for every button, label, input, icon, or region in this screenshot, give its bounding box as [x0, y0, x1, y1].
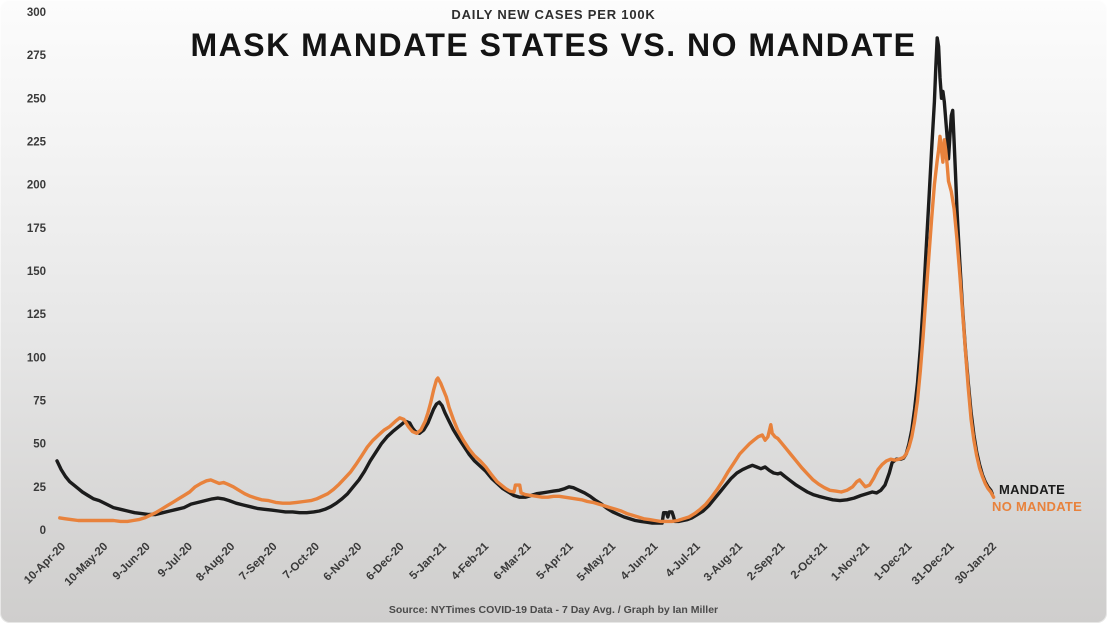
- y-axis-tick-label: 225: [27, 137, 47, 149]
- y-axis-tick-label: 150: [27, 266, 46, 278]
- x-axis-tick-label: 10-May-20: [63, 541, 111, 589]
- mandate-line: [55, 36, 994, 525]
- y-axis-tick-label: 250: [27, 93, 46, 105]
- x-axis-tick-label: 4-Feb-21: [449, 540, 491, 582]
- x-axis-tick-label: 5-Apr-21: [534, 540, 576, 582]
- x-axis-tick-label: 1-Dec-21: [872, 540, 915, 583]
- x-axis-tick-label: 2-Sep-21: [745, 540, 788, 583]
- no-mandate-line: [58, 134, 996, 524]
- x-axis-tick-label: 9-Jul-20: [156, 541, 195, 580]
- x-axis-tick-label: 6-Dec-20: [364, 541, 406, 583]
- legend-no-mandate-label: NO MANDATE: [992, 499, 1083, 514]
- chart-main-title: MASK MANDATE STATES VS. NO MANDATE: [190, 27, 917, 63]
- y-axis-tick-label: 125: [27, 309, 47, 321]
- y-axis-tick-label: 50: [33, 439, 46, 451]
- x-axis-tick-label: 5-Jan-21: [407, 540, 449, 582]
- x-axis-tick-label: 7-Sep-20: [237, 541, 279, 583]
- y-axis-tick-label: 200: [27, 180, 46, 192]
- y-axis-tick-label: 100: [27, 352, 46, 364]
- y-axis-tick-label: 275: [27, 50, 47, 62]
- x-axis-tick-label: 9-Jun-20: [111, 541, 153, 583]
- x-axis-tick-label: 8-Aug-20: [194, 541, 237, 584]
- x-axis-tick-label: 2-Oct-21: [789, 540, 830, 581]
- y-axis-tick-label: 25: [33, 482, 46, 494]
- y-axis-tick-label: 175: [27, 223, 47, 235]
- x-axis-tick-label: 3-Aug-21: [702, 540, 746, 584]
- chart-eyebrow-title: DAILY NEW CASES PER 100K: [451, 7, 656, 22]
- x-axis-tick-label: 10-Apr-20: [22, 541, 68, 587]
- x-axis-tick-label: 4-Jun-21: [619, 540, 661, 582]
- x-axis-tick-label: 7-Oct-20: [281, 541, 322, 582]
- y-axis-tick-label: 300: [27, 7, 46, 19]
- source-attribution: Source: NYTimes COVID-19 Data - 7 Day Av…: [388, 604, 719, 616]
- y-axis-tick-label: 0: [40, 525, 46, 537]
- legend-mandate-label: MANDATE: [999, 482, 1066, 497]
- x-axis-tick-label: 5-May-21: [575, 540, 619, 584]
- x-axis-tick-label: 30-Jan-22: [953, 541, 999, 587]
- x-axis-tick-label: 6-Nov-20: [322, 541, 365, 584]
- y-axis-tick-label: 75: [33, 396, 46, 408]
- x-axis-tick-label: 6-Mar-21: [492, 540, 534, 582]
- x-axis-tick-label: 1-Nov-21: [829, 540, 872, 583]
- x-axis-tick-label: 4-Jul-21: [664, 540, 704, 580]
- x-axis-tick-label: 31-Dec-21: [910, 540, 957, 587]
